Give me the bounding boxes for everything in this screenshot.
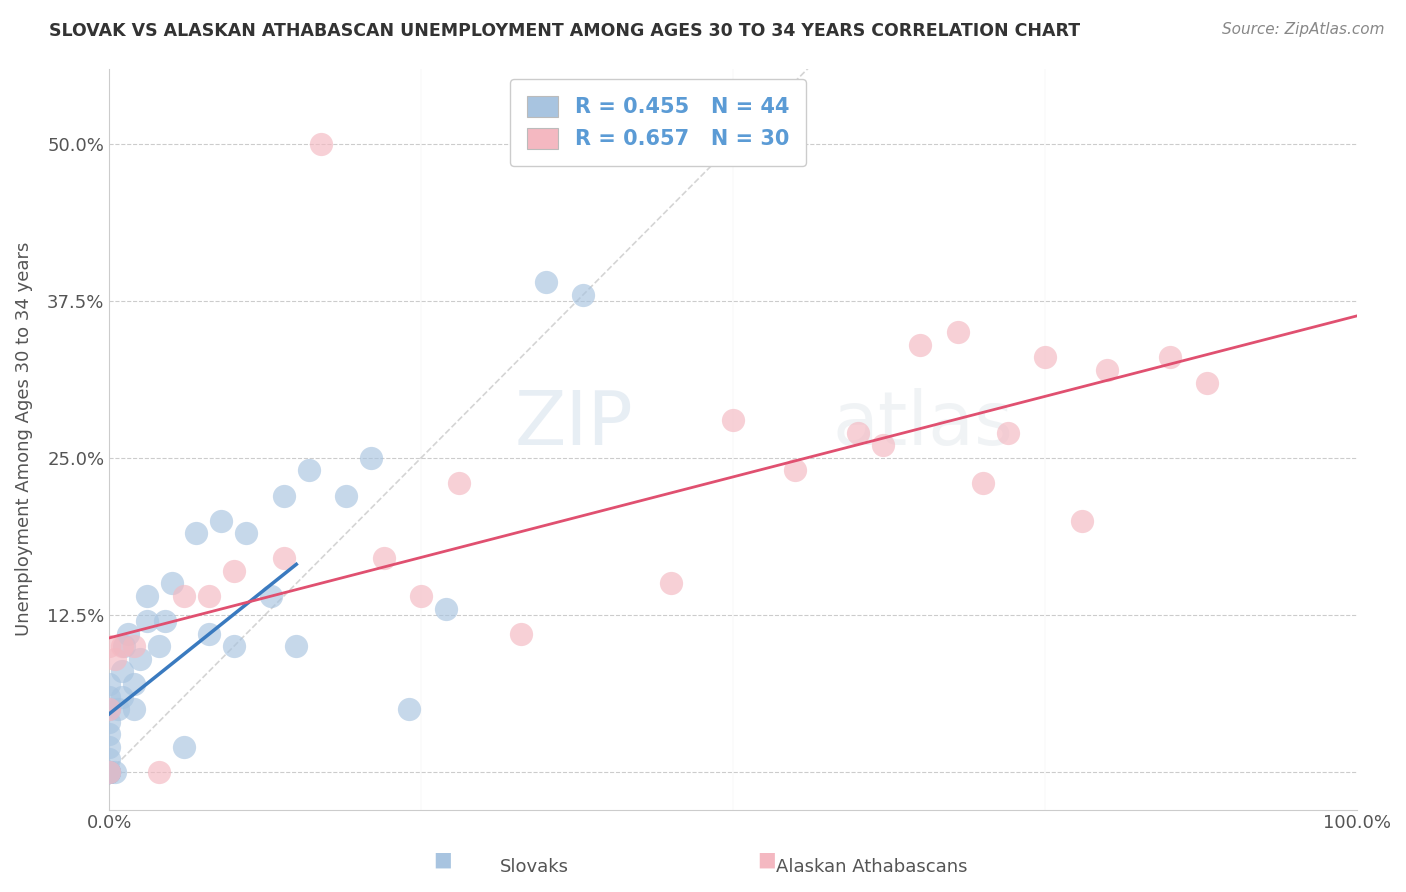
- Point: [129, 652, 152, 666]
- Point: [98, 702, 121, 716]
- Point: [309, 136, 332, 151]
- Point: [572, 287, 595, 301]
- Point: [98, 764, 121, 779]
- Point: [846, 425, 869, 440]
- Point: [1097, 363, 1119, 377]
- Point: [785, 463, 807, 477]
- Point: [98, 764, 121, 779]
- Point: [409, 589, 432, 603]
- Point: [173, 739, 195, 754]
- Point: [104, 652, 127, 666]
- Point: [148, 640, 170, 654]
- Point: [98, 739, 121, 754]
- Point: [117, 626, 139, 640]
- Text: SLOVAK VS ALASKAN ATHABASCAN UNEMPLOYMENT AMONG AGES 30 TO 34 YEARS CORRELATION : SLOVAK VS ALASKAN ATHABASCAN UNEMPLOYMEN…: [49, 22, 1080, 40]
- Point: [273, 489, 295, 503]
- Point: [98, 714, 121, 729]
- Point: [104, 764, 127, 779]
- Y-axis label: Unemployment Among Ages 30 to 34 years: Unemployment Among Ages 30 to 34 years: [15, 242, 32, 636]
- Point: [122, 640, 145, 654]
- Point: [98, 690, 121, 704]
- Text: ▪: ▪: [756, 845, 776, 874]
- Point: [135, 589, 157, 603]
- Point: [98, 764, 121, 779]
- Point: [447, 475, 470, 490]
- Point: [98, 764, 121, 779]
- Text: Alaskan Athabascans: Alaskan Athabascans: [776, 858, 967, 876]
- Point: [209, 514, 232, 528]
- Point: [98, 752, 121, 766]
- Point: [1197, 376, 1219, 390]
- Point: [534, 275, 557, 289]
- Point: [273, 551, 295, 566]
- Legend: R = 0.455   N = 44, R = 0.657   N = 30: R = 0.455 N = 44, R = 0.657 N = 30: [510, 78, 806, 166]
- Point: [155, 614, 177, 628]
- Point: [260, 589, 283, 603]
- Point: [373, 551, 395, 566]
- Point: [122, 702, 145, 716]
- Point: [186, 526, 208, 541]
- Point: [110, 690, 132, 704]
- Point: [112, 640, 135, 654]
- Point: [434, 601, 457, 615]
- Point: [98, 727, 121, 741]
- Point: [98, 764, 121, 779]
- Point: [110, 665, 132, 679]
- Point: [98, 764, 121, 779]
- Point: [98, 764, 121, 779]
- Point: [98, 702, 121, 716]
- Point: [510, 626, 533, 640]
- Point: [122, 677, 145, 691]
- Point: [135, 614, 157, 628]
- Point: [285, 640, 308, 654]
- Point: [1071, 514, 1094, 528]
- Point: [98, 640, 121, 654]
- Point: [910, 338, 932, 352]
- Point: [198, 589, 221, 603]
- Point: [1033, 351, 1056, 365]
- Point: [972, 475, 994, 490]
- Point: [198, 626, 221, 640]
- Point: [659, 576, 682, 591]
- Point: [173, 589, 195, 603]
- Point: [107, 702, 129, 716]
- Text: Slovaks: Slovaks: [499, 858, 569, 876]
- Point: [398, 702, 420, 716]
- Point: [298, 463, 321, 477]
- Text: atlas: atlas: [832, 388, 1014, 460]
- Text: ZIP: ZIP: [515, 388, 633, 460]
- Point: [872, 438, 894, 452]
- Point: [335, 489, 357, 503]
- Point: [1159, 351, 1181, 365]
- Point: [222, 640, 245, 654]
- Point: [98, 764, 121, 779]
- Point: [160, 576, 183, 591]
- Point: [222, 564, 245, 578]
- Point: [997, 425, 1019, 440]
- Point: [721, 413, 744, 427]
- Point: [148, 764, 170, 779]
- Point: [110, 640, 132, 654]
- Text: Source: ZipAtlas.com: Source: ZipAtlas.com: [1222, 22, 1385, 37]
- Point: [98, 677, 121, 691]
- Point: [360, 450, 382, 465]
- Point: [946, 326, 969, 340]
- Text: ▪: ▪: [433, 845, 453, 874]
- Point: [235, 526, 257, 541]
